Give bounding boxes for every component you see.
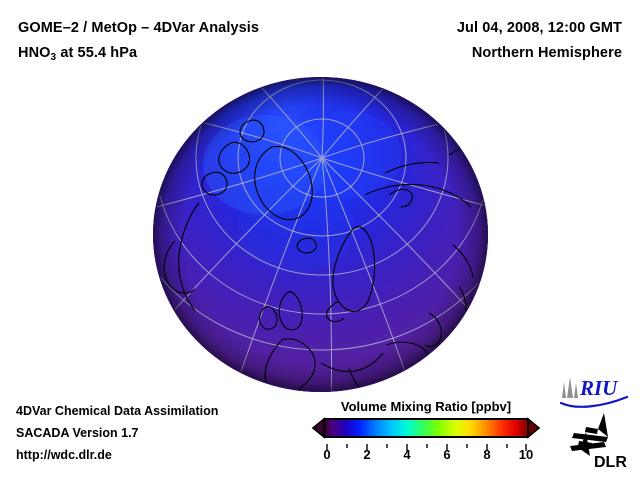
globe-map xyxy=(153,77,488,392)
colorbar-extend-max xyxy=(527,417,541,439)
colorbar: Volume Mixing Ratio [ppbv] xyxy=(311,399,541,463)
dlr-mark-icon xyxy=(570,413,608,456)
colorbar-ticks xyxy=(312,439,540,451)
riu-logo: RIU xyxy=(558,374,630,408)
globe-sphere xyxy=(153,77,488,392)
colorbar-tick-2: 2 xyxy=(363,447,371,462)
riu-swoosh-icon xyxy=(559,395,629,408)
riu-tower-icon xyxy=(562,377,578,398)
assimilation-label: 4DVar Chemical Data Assimilation xyxy=(16,404,219,418)
colorbar-ticks-svg xyxy=(326,444,527,451)
species-level-label: HNO3 at 55.4 hPa xyxy=(18,41,398,67)
website-link[interactable]: http://wdc.dlr.de xyxy=(16,448,112,462)
riu-wordmark: RIU xyxy=(579,376,619,400)
globe-outline xyxy=(153,77,488,392)
colorbar-svg xyxy=(311,417,541,439)
dlr-logo-svg: DLR xyxy=(570,413,627,471)
pressure-level: at 55.4 hPa xyxy=(56,45,138,61)
timestamp-label: Jul 04, 2008, 12:00 GMT xyxy=(456,20,622,36)
version-label: SACADA Version 1.7 xyxy=(16,426,139,440)
hemisphere-label: Northern Hemisphere xyxy=(471,45,622,61)
header-left: GOME–2 / MetOp – 4DVar Analysis HNO3 at … xyxy=(18,16,398,67)
colorbar-tick-8: 8 xyxy=(483,447,491,462)
page-title: GOME–2 / MetOp – 4DVar Analysis xyxy=(18,20,260,36)
footer-credits: 4DVar Chemical Data Assimilation SACADA … xyxy=(16,400,316,466)
colorbar-tick-0: 0 xyxy=(323,447,331,462)
globe-svg xyxy=(153,77,488,392)
colorbar-gradient xyxy=(324,418,529,438)
species-formula: HNO xyxy=(18,45,51,61)
header-right: Jul 04, 2008, 12:00 GMT Northern Hemisph… xyxy=(362,16,622,66)
colorbar-extend-min xyxy=(311,417,325,439)
riu-logo-svg: RIU xyxy=(559,376,629,408)
colorbar-tick-10: 10 xyxy=(518,447,534,462)
colorbar-title: Volume Mixing Ratio [ppbv] xyxy=(340,399,512,414)
colorbar-tick-6: 6 xyxy=(443,447,451,462)
colorbar-tick-4: 4 xyxy=(403,447,411,462)
species-subscript: 3 xyxy=(50,52,57,63)
dlr-logo: DLR xyxy=(564,411,630,471)
colorbar-labels: 0 2 4 6 8 10 xyxy=(312,447,540,463)
colorbar-graphic xyxy=(311,417,541,439)
dlr-wordmark: DLR xyxy=(594,454,627,471)
